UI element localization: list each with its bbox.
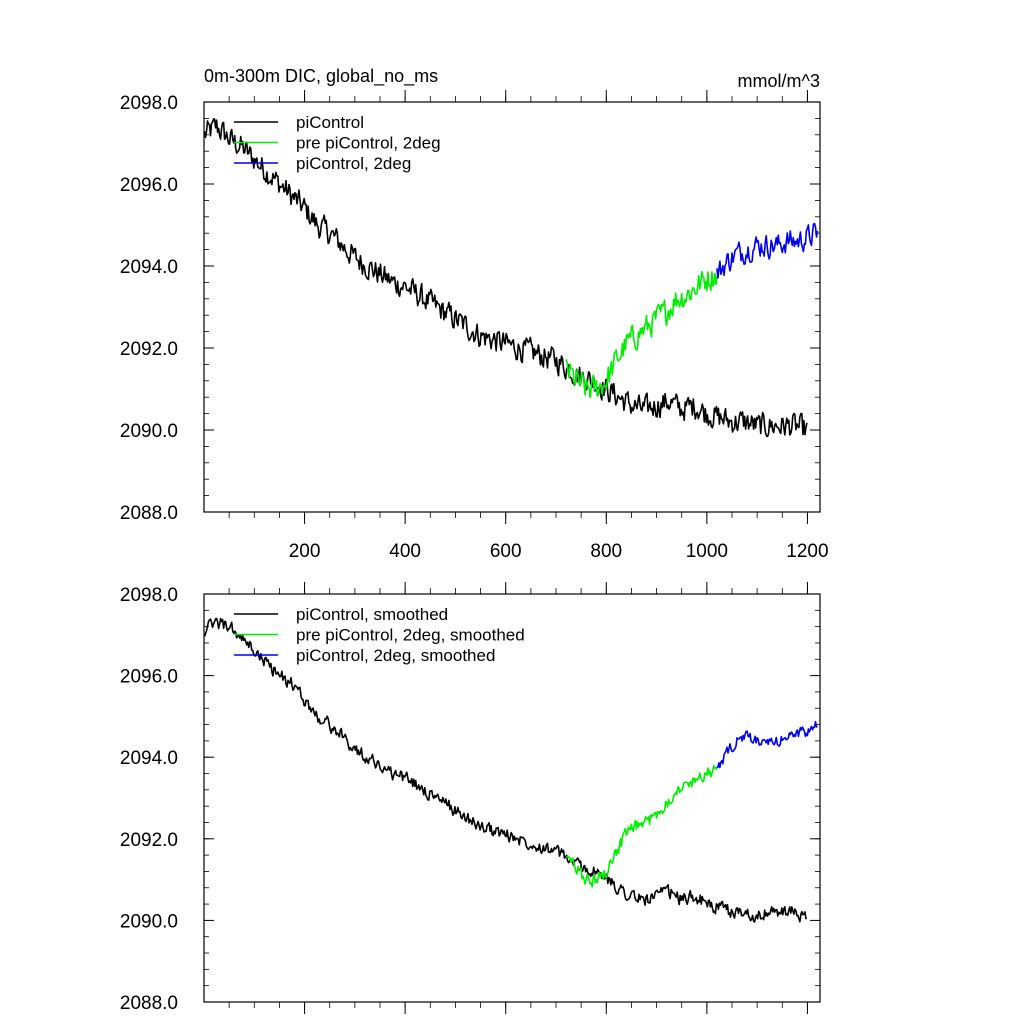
y-tick-label: 2096.0 — [120, 667, 178, 688]
x-tick-label: 800 — [590, 541, 622, 562]
y-tick-label: 2092.0 — [120, 339, 178, 360]
legend-label: piControl, 2deg, smoothed — [296, 646, 495, 665]
series-line-3 — [716, 720, 818, 769]
y-tick-label: 2088.0 — [120, 993, 178, 1014]
y-tick-label: 2088.0 — [120, 503, 178, 524]
plot-frame — [203, 101, 821, 513]
legend-label: piControl, 2deg — [296, 154, 411, 173]
units-label: mmol/m^3 — [738, 71, 820, 91]
series-layer — [203, 617, 818, 923]
x-tick-label: 200 — [289, 541, 321, 562]
series-line-2 — [566, 765, 718, 888]
x-tick-label: 1000 — [686, 541, 728, 562]
y-tick-label: 2094.0 — [120, 257, 178, 278]
y-tick-label: 2090.0 — [120, 421, 178, 442]
series-line-2 — [565, 270, 718, 399]
y-tick-label: 2092.0 — [120, 830, 178, 851]
y-tick-label: 2096.0 — [120, 175, 178, 196]
legend-label: pre piControl, 2deg — [296, 134, 441, 153]
y-tick-label: 2098.0 — [120, 585, 178, 606]
legend-label: piControl — [296, 113, 364, 132]
chart-panel-bottom: 2088.0 2090.0 2092.0 2094.0 2096.0 2098.0 piC… — [120, 582, 821, 1014]
chart-panel-top: 0m-300m DIC, global_no_ms mmol/m^3 2088.… — [120, 66, 829, 562]
series-line-3 — [716, 222, 819, 279]
y-tick-label: 2094.0 — [120, 748, 178, 769]
plot-frame — [203, 593, 821, 1003]
series-line-1 — [203, 617, 807, 923]
y-tick-label: 2090.0 — [120, 911, 178, 932]
series-layer — [203, 118, 819, 438]
series-line-1 — [203, 118, 808, 438]
x-tick-label: 600 — [490, 541, 522, 562]
legend-label: pre piControl, 2deg, smoothed — [296, 626, 525, 645]
legend: piControl, smoothed pre piControl, 2deg, … — [234, 605, 525, 665]
axis-ticks: 2088.0 2090.0 2092.0 2094.0 2096.0 2098.0 200 4… — [120, 90, 829, 562]
x-tick-label: 400 — [389, 541, 421, 562]
x-tick-label: 1200 — [786, 541, 828, 562]
chart-title: 0m-300m DIC, global_no_ms — [204, 66, 438, 87]
axis-ticks: 2088.0 2090.0 2092.0 2094.0 2096.0 2098.0 — [120, 582, 820, 1014]
legend-label: piControl, smoothed — [296, 605, 448, 624]
y-tick-label: 2098.0 — [120, 93, 178, 114]
